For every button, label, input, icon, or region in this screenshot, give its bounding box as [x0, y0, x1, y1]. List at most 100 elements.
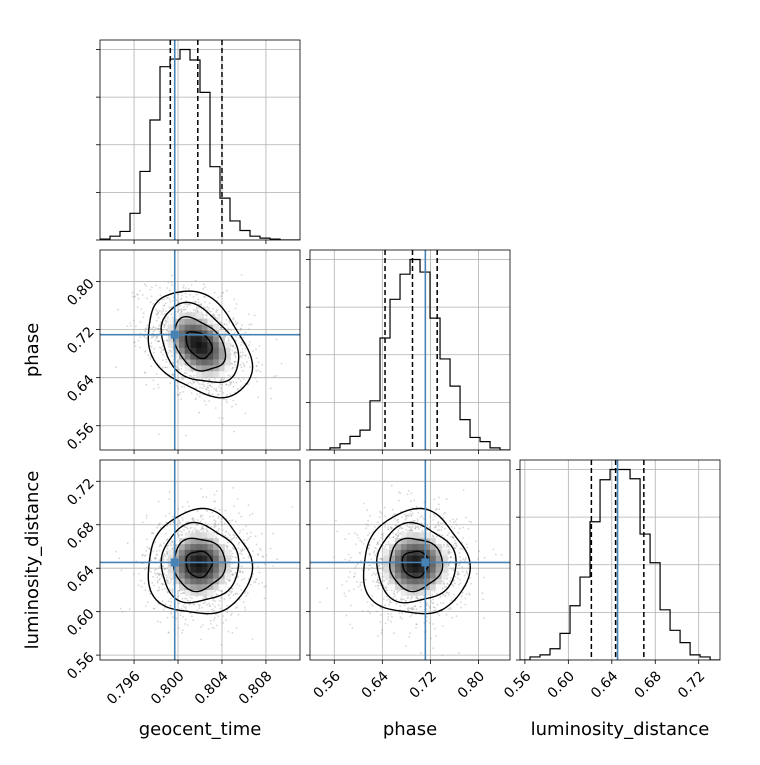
- density-cells: [383, 532, 448, 596]
- sample-point: [203, 283, 205, 286]
- sample-point: [408, 607, 411, 610]
- sample-point: [410, 523, 413, 526]
- sample-point: [209, 515, 212, 518]
- y-tick-label-phase: 0.72: [64, 324, 97, 357]
- sample-point: [144, 327, 147, 330]
- sample-point: [239, 351, 242, 354]
- sample-point: [142, 312, 145, 315]
- sample-point: [436, 612, 439, 615]
- sample-point: [235, 339, 237, 342]
- sample-point: [351, 627, 354, 629]
- sample-point: [449, 556, 452, 559]
- density-cell: [213, 543, 220, 550]
- sample-point: [167, 631, 170, 633]
- sample-point: [126, 542, 129, 545]
- sample-point: [242, 351, 244, 354]
- sample-point: [213, 519, 216, 522]
- sample-point: [220, 589, 223, 592]
- sample-point: [119, 607, 122, 610]
- sample-point: [128, 608, 131, 610]
- density-cell: [167, 549, 174, 556]
- sample-point: [353, 588, 355, 591]
- sample-point: [131, 291, 134, 294]
- sample-point: [391, 527, 394, 529]
- sample-point: [374, 585, 377, 587]
- sample-point: [205, 403, 207, 406]
- sample-point: [452, 585, 455, 587]
- sample-point: [229, 375, 232, 378]
- sample-point: [216, 319, 219, 321]
- sample-point: [203, 527, 205, 530]
- sample-point: [216, 594, 219, 597]
- sample-point: [251, 512, 254, 515]
- sample-point: [263, 585, 266, 588]
- sample-point: [163, 312, 166, 315]
- sample-point: [249, 535, 252, 538]
- x-tick-label-geocent_time: 0.808: [236, 668, 276, 708]
- sample-point: [153, 569, 156, 571]
- sample-point: [167, 632, 170, 634]
- sample-point: [254, 377, 257, 379]
- sample-point: [215, 613, 217, 616]
- sample-point: [211, 603, 214, 606]
- density-cell: [173, 566, 180, 573]
- sample-point: [380, 632, 383, 635]
- x-axis-label-luminosity_distance: luminosity_distance: [531, 719, 710, 740]
- sample-point: [443, 543, 445, 546]
- sample-point: [189, 293, 191, 296]
- sample-point: [200, 528, 202, 531]
- sample-point: [192, 519, 195, 522]
- sample-point: [464, 597, 467, 600]
- sample-point: [386, 595, 389, 598]
- sample-point: [155, 313, 158, 315]
- sample-point: [157, 500, 160, 503]
- sample-point: [180, 378, 183, 381]
- sample-point: [163, 573, 166, 575]
- density-cell: [429, 549, 437, 556]
- sample-point: [445, 578, 448, 581]
- sample-point: [195, 595, 198, 598]
- sample-point: [269, 387, 272, 390]
- sample-point: [154, 556, 157, 559]
- sample-point: [183, 606, 186, 609]
- sample-point: [397, 529, 400, 532]
- sample-point: [447, 564, 450, 566]
- sample-point: [411, 529, 413, 532]
- sample-point: [452, 537, 454, 539]
- density-cell: [429, 572, 437, 579]
- sample-point: [153, 351, 155, 354]
- sample-point: [227, 339, 230, 342]
- density-cell: [406, 561, 413, 568]
- sample-point: [437, 524, 440, 527]
- x-tick-label-phase: 0.80: [455, 668, 488, 701]
- sample-point: [226, 578, 228, 581]
- sample-point: [196, 524, 198, 527]
- sample-point: [165, 302, 167, 305]
- density-cell: [207, 370, 214, 377]
- density-cell: [196, 370, 203, 377]
- sample-point: [225, 530, 227, 533]
- sample-point: [202, 288, 205, 290]
- sample-point: [396, 519, 398, 521]
- sample-point: [414, 605, 416, 608]
- sample-point: [155, 573, 158, 576]
- sample-point: [449, 556, 452, 559]
- sample-point: [184, 434, 187, 437]
- density-cell: [207, 341, 214, 348]
- density-cell: [435, 549, 442, 556]
- x-axis-label-phase: phase: [383, 719, 437, 740]
- sample-point: [204, 300, 207, 303]
- sample-point: [150, 342, 153, 345]
- sample-point: [437, 521, 440, 523]
- truth-marker: [170, 558, 179, 567]
- sample-point: [388, 604, 390, 606]
- sample-point: [223, 323, 226, 326]
- sample-point: [483, 617, 486, 620]
- sample-point: [167, 281, 170, 284]
- sample-point: [425, 603, 428, 606]
- sample-point: [179, 521, 182, 524]
- sample-point: [456, 577, 459, 580]
- sample-point: [335, 519, 337, 522]
- sample-point: [176, 385, 178, 387]
- density-cell: [207, 549, 214, 556]
